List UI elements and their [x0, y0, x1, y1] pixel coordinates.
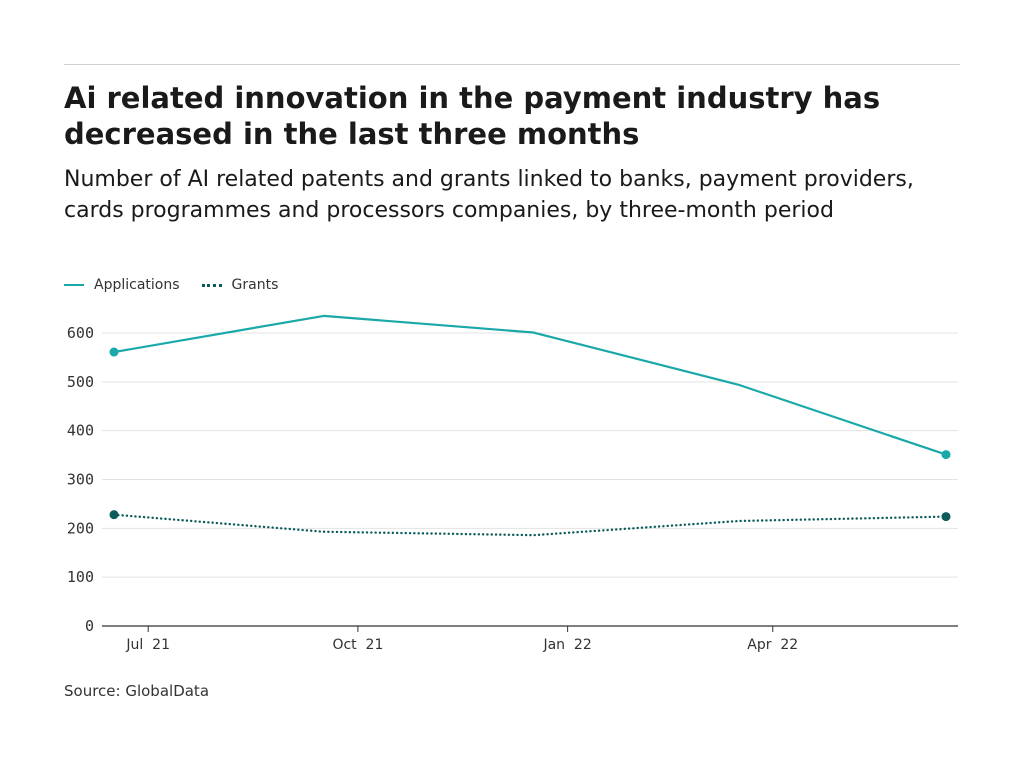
- y-tick-label-200: 200: [67, 519, 94, 537]
- chart-subtitle: Number of AI related patents and grants …: [64, 167, 914, 223]
- x-tick-label-0: Jul 21: [125, 637, 170, 653]
- y-tick-label-400: 400: [67, 422, 94, 440]
- x-tick-label-2: Jan 22: [542, 637, 591, 653]
- data-point-applications-4: [941, 450, 951, 460]
- legend-item-applications[interactable]: Applications: [64, 277, 180, 293]
- legend-swatch-grants: [201, 283, 222, 287]
- y-tick-label-300: 300: [67, 471, 94, 489]
- legend-swatch-applications: [64, 284, 84, 286]
- y-tick-label-500: 500: [67, 373, 94, 391]
- data-point-grants-4: [941, 512, 951, 522]
- source-note: Source: GlobalData: [64, 682, 210, 700]
- top-divider: [64, 64, 960, 65]
- legend: Applications Grants: [64, 276, 300, 294]
- x-tick-label-1: Oct 21: [332, 637, 383, 653]
- data-point-applications-0: [109, 347, 119, 357]
- y-tick-label-100: 100: [67, 568, 94, 586]
- y-tick-label-600: 600: [67, 324, 94, 342]
- legend-label-grants: Grants: [231, 277, 279, 293]
- y-tick-label-0: 0: [85, 617, 94, 635]
- x-tick-label-3: Apr 22: [747, 637, 798, 653]
- legend-item-grants[interactable]: Grants: [201, 277, 279, 293]
- line-chart: 0 100 200 300 400 500 600 Jul 21 Oct 21 Jan 22 Apr…: [67, 314, 958, 653]
- legend-label-applications: Applications: [94, 277, 180, 293]
- chart-title: Ai related innovation in the payment ind…: [64, 81, 881, 151]
- data-point-grants-0: [109, 510, 119, 520]
- series-line-applications: [112, 314, 948, 456]
- series-line-grants: [112, 513, 948, 537]
